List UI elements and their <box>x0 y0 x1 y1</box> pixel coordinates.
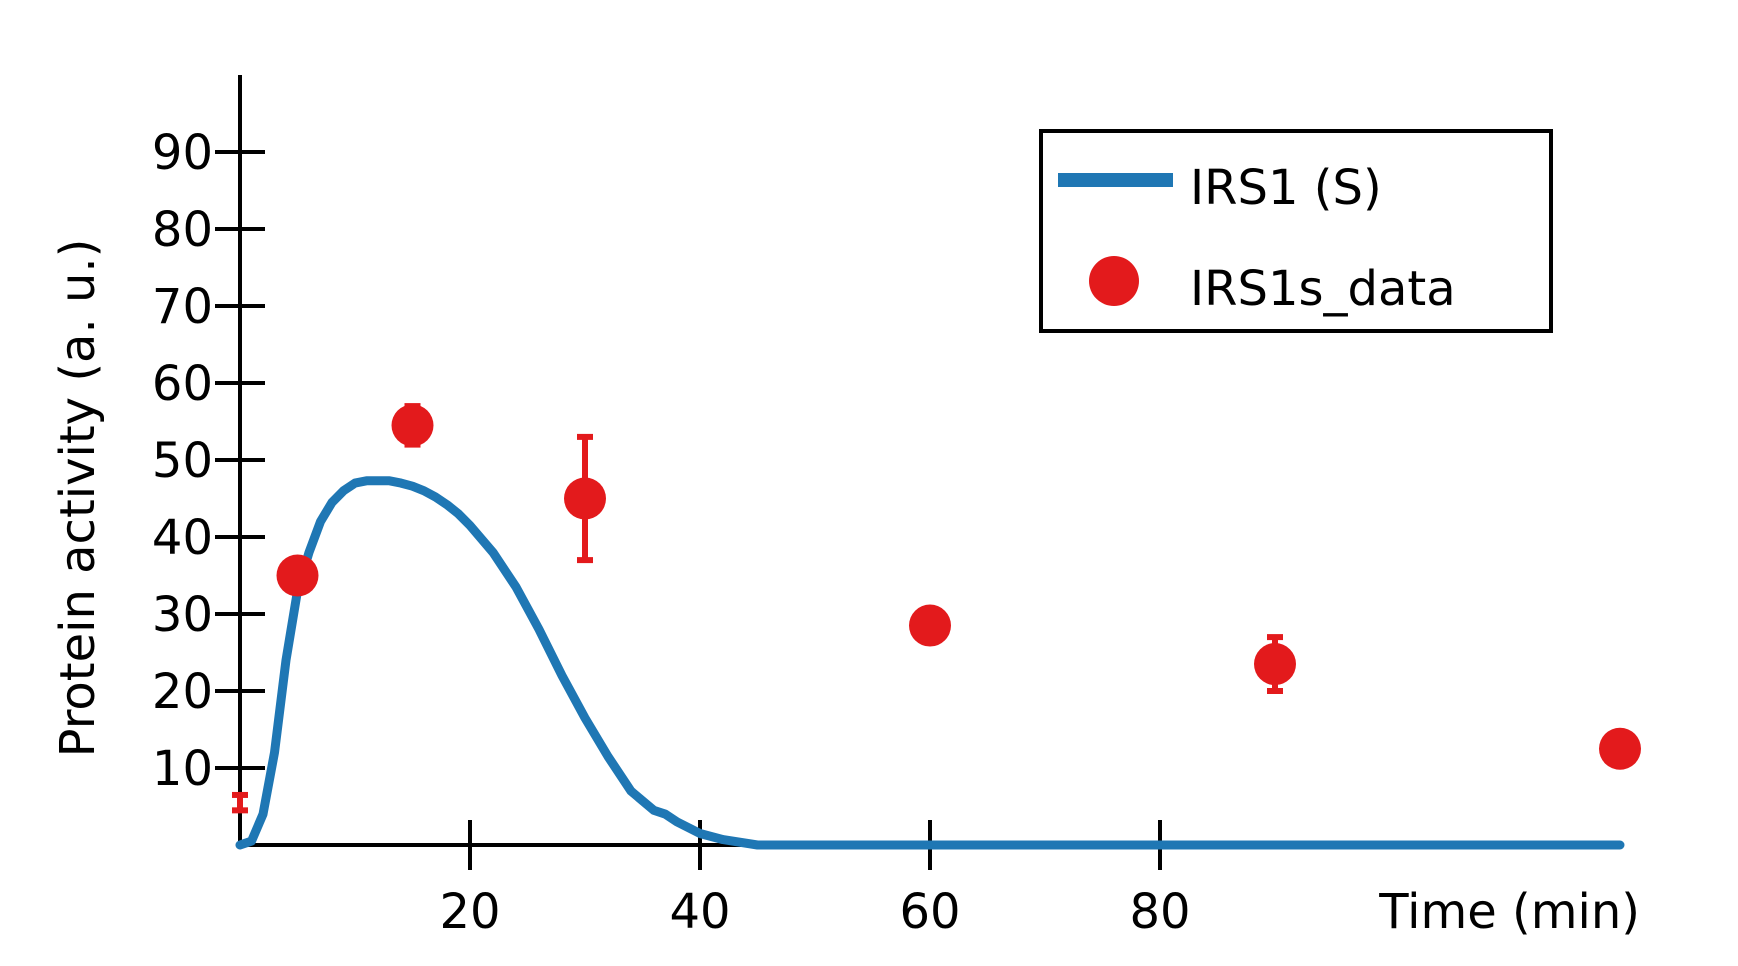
data-point-marker <box>1254 643 1296 686</box>
data-point-marker <box>1599 727 1641 770</box>
data-point-marker <box>391 404 434 447</box>
x-tick-label: 60 <box>899 884 960 940</box>
series-line-irs1-s <box>235 476 1625 850</box>
axes: 20 40 60 80 10 20 30 40 50 60 70 80 90 <box>152 75 1620 940</box>
data-point-group <box>391 403 434 448</box>
data-point-group <box>564 433 606 564</box>
legend-marker-swatch <box>1089 256 1139 306</box>
y-tick-label: 20 <box>152 664 213 720</box>
x-tick-label: 40 <box>669 884 730 940</box>
data-point-group <box>276 554 319 597</box>
x-ticks: 20 40 60 80 <box>439 820 1191 940</box>
legend: IRS1 (S) IRS1s_data <box>1039 129 1553 333</box>
x-tick-label: 20 <box>439 884 500 940</box>
x-axis-title: Time (min) <box>1378 884 1640 940</box>
data-point-group <box>1254 634 1296 694</box>
y-axis-title: Protein activity (a. u.) <box>50 239 106 758</box>
y-tick-label: 90 <box>152 125 213 181</box>
y-tick-label: 60 <box>152 356 213 412</box>
y-tick-label: 10 <box>152 741 213 797</box>
data-point-marker <box>276 554 319 597</box>
data-point-marker <box>564 477 606 520</box>
y-tick-label: 40 <box>152 510 213 566</box>
y-ticks: 10 20 30 40 50 60 70 80 90 <box>152 125 265 797</box>
y-tick-label: 50 <box>152 433 213 489</box>
data-point-group <box>1599 727 1641 770</box>
y-tick-label: 30 <box>152 587 213 643</box>
x-tick-label: 80 <box>1129 884 1190 940</box>
data-point-marker <box>909 604 951 647</box>
data-point-group <box>232 791 248 814</box>
data-point-group <box>909 604 951 647</box>
y-tick-label: 70 <box>152 279 213 335</box>
legend-label-irs1-s: IRS1 (S) <box>1190 160 1382 216</box>
plot-area <box>232 403 1641 850</box>
legend-label-irs1s-data: IRS1s_data <box>1190 261 1456 317</box>
y-tick-label: 80 <box>152 202 213 258</box>
